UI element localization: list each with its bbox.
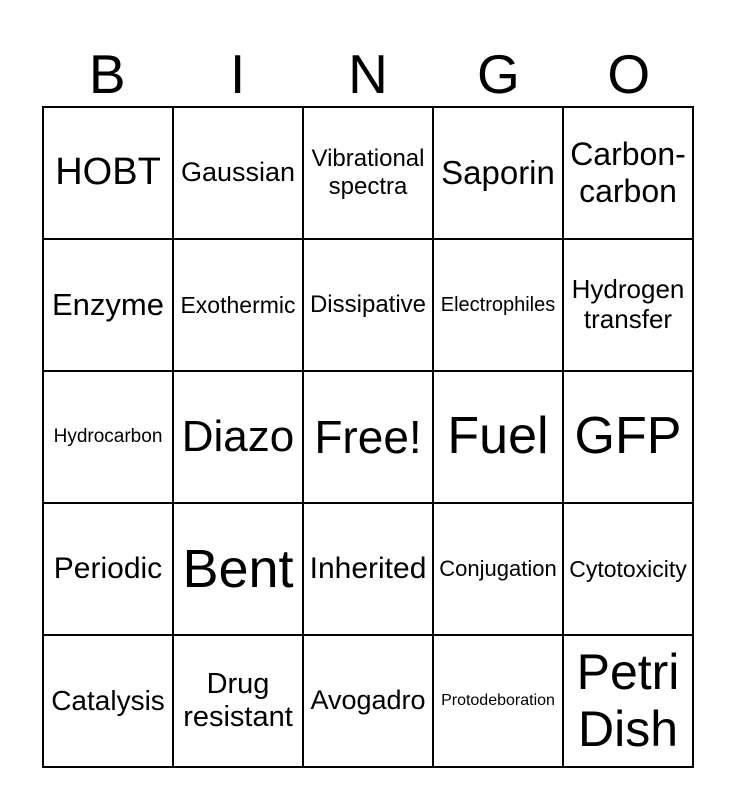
bingo-cell[interactable]: Carbon-carbon	[562, 106, 694, 240]
bingo-row: HOBT Gaussian Vibrational spectra Sapori…	[42, 106, 694, 240]
bingo-cell[interactable]: Avogadro	[302, 634, 434, 768]
bingo-header: B I N G O	[42, 0, 694, 104]
bingo-row: Enzyme Exothermic Dissipative Electrophi…	[42, 238, 694, 372]
bingo-cell[interactable]: Periodic	[42, 502, 174, 636]
bingo-letter-b: B	[88, 43, 126, 105]
bingo-cell[interactable]: Protodeboration	[432, 634, 564, 768]
bingo-cell[interactable]: Vibrational spectra	[302, 106, 434, 240]
free-cell[interactable]: Free!	[302, 370, 434, 504]
bingo-cell[interactable]: Cytotoxicity	[562, 502, 694, 636]
bingo-cell[interactable]: Drug resistant	[172, 634, 304, 768]
bingo-cell[interactable]: GFP	[562, 370, 694, 504]
bingo-cell[interactable]: Gaussian	[172, 106, 304, 240]
bingo-cell[interactable]: Exothermic	[172, 238, 304, 372]
bingo-grid: HOBT Gaussian Vibrational spectra Sapori…	[42, 106, 694, 768]
bingo-cell[interactable]: Diazo	[172, 370, 304, 504]
bingo-cell[interactable]: Inherited	[302, 502, 434, 636]
bingo-cell[interactable]: Bent	[172, 502, 304, 636]
bingo-cell[interactable]: Conjugation	[432, 502, 564, 636]
bingo-letter-n: N	[348, 43, 388, 105]
bingo-cell[interactable]: Saporin	[432, 106, 564, 240]
bingo-row: Catalysis Drug resistant Avogadro Protod…	[42, 634, 694, 768]
bingo-cell[interactable]: Catalysis	[42, 634, 174, 768]
bingo-letter-i: I	[229, 43, 246, 105]
bingo-cell[interactable]: Petri Dish	[562, 634, 694, 768]
bingo-row: Periodic Bent Inherited Conjugation Cyto…	[42, 502, 694, 636]
bingo-cell[interactable]: Hydrogen transfer	[562, 238, 694, 372]
bingo-cell[interactable]: Electrophiles	[432, 238, 564, 372]
bingo-letter-g: G	[477, 43, 520, 105]
bingo-cell[interactable]: Hydrocarbon	[42, 370, 174, 504]
bingo-row: Hydrocarbon Diazo Free! Fuel GFP	[42, 370, 694, 504]
bingo-cell[interactable]: HOBT	[42, 106, 174, 240]
bingo-cell[interactable]: Dissipative	[302, 238, 434, 372]
bingo-letter-o: O	[607, 43, 651, 105]
bingo-cell[interactable]: Enzyme	[42, 238, 174, 372]
bingo-cell[interactable]: Fuel	[432, 370, 564, 504]
